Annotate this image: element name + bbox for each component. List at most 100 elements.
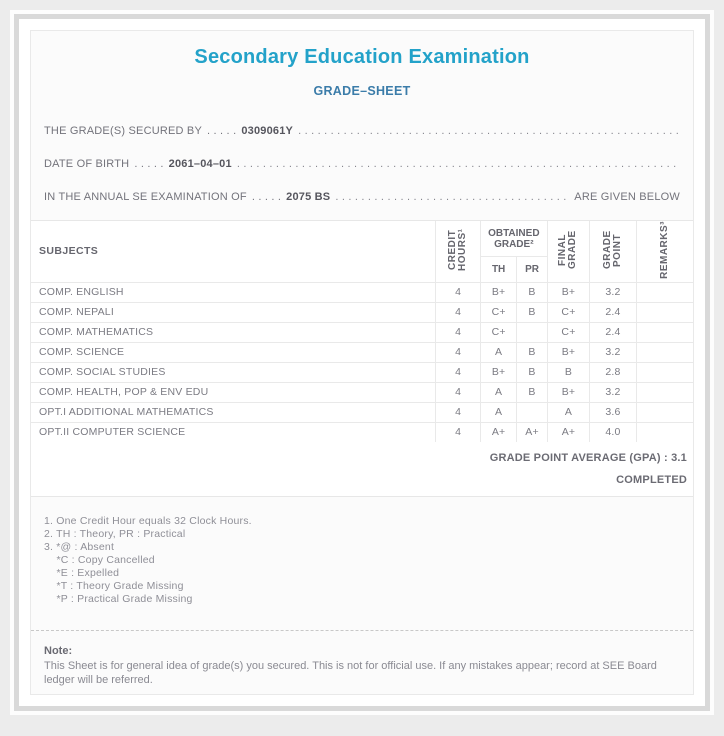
table-row: COMP. SCIENCE 4 A B B+ 3.2 [31, 341, 693, 363]
dot-leader-fill: . . . . . . . . . . . . . . . . . . . . … [298, 125, 680, 137]
credit-hours-cell: 4 [435, 361, 481, 383]
window-frame: Secondary Education Examination GRADE–SH… [10, 10, 714, 715]
final-grade-cell: A+ [546, 421, 591, 443]
final-grade-cell: C+ [546, 321, 591, 343]
final-grade-cell: A [546, 401, 591, 423]
column-header-subjects: SUBJECTS [31, 220, 437, 283]
practical-grade-cell: B [516, 381, 548, 403]
dot-leader-fill: . . . . . . . . . . . . . . . . . . . . … [236, 158, 680, 170]
column-header-theory: TH [479, 255, 518, 283]
column-header-obtained-grade: OBTAINED GRADE² [479, 220, 548, 257]
remarks-cell [635, 421, 693, 443]
dashed-divider [31, 629, 693, 631]
subject-cell: COMP. SOCIAL STUDIES [31, 361, 437, 383]
theory-grade-cell: A+ [479, 421, 518, 443]
dot-leader: . . . . . [251, 191, 282, 203]
info-line-date-of-birth: DATE OF BIRTH . . . . . 2061–04–01 . . .… [44, 158, 680, 171]
column-header-credit-hours: CREDIT HOURS¹ [435, 220, 481, 283]
table-row: COMP. NEPALI 4 C+ B C+ 2.4 [31, 301, 693, 323]
grade-point-cell: 4.0 [589, 421, 637, 443]
practical-grade-cell [516, 321, 548, 343]
practical-grade-cell: A+ [516, 421, 548, 443]
theory-grade-cell: A [479, 381, 518, 403]
info-right-label: ARE GIVEN BELOW [574, 191, 680, 203]
grade-point-cell: 2.4 [589, 321, 637, 343]
subject-cell: OPT.I ADDITIONAL MATHEMATICS [31, 401, 437, 423]
practical-grade-cell: B [516, 301, 548, 323]
info-section: THE GRADE(S) SECURED BY . . . . . 030906… [44, 125, 680, 204]
remarks-cell [635, 381, 693, 403]
credit-hours-cell: 4 [435, 401, 481, 423]
remarks-cell [635, 281, 693, 303]
grade-sheet: Secondary Education Examination GRADE–SH… [30, 30, 694, 695]
dot-leader: . . . . . [134, 158, 164, 170]
subject-cell: COMP. HEALTH, POP & ENV EDU [31, 381, 437, 403]
practical-grade-cell [516, 401, 548, 423]
theory-grade-cell: B+ [479, 361, 518, 383]
table-row: OPT.II COMPUTER SCIENCE 4 A+ A+ A+ 4.0 [31, 421, 693, 443]
table-row: COMP. HEALTH, POP & ENV EDU 4 A B B+ 3.2 [31, 381, 693, 403]
page-subtitle: GRADE–SHEET [313, 84, 411, 98]
theory-grade-cell: C+ [479, 321, 518, 343]
column-header-final-grade: FINAL GRADE [546, 220, 591, 283]
window-frame-border: Secondary Education Examination GRADE–SH… [14, 14, 710, 711]
page-title: Secondary Education Examination [194, 46, 530, 68]
credit-hours-cell: 4 [435, 321, 481, 343]
subject-cell: COMP. MATHEMATICS [31, 321, 437, 343]
theory-grade-cell: A [479, 401, 518, 423]
table-row: COMP. ENGLISH 4 B+ B B+ 3.2 [31, 281, 693, 303]
column-header-practical: PR [516, 255, 548, 283]
final-grade-cell: C+ [546, 301, 591, 323]
credit-hours-cell: 4 [435, 301, 481, 323]
grade-point-cell: 2.4 [589, 301, 637, 323]
info-label: IN THE ANNUAL SE EXAMINATION OF [44, 191, 247, 203]
table-row: OPT.I ADDITIONAL MATHEMATICS 4 A A 3.6 [31, 401, 693, 423]
page-background: Secondary Education Examination GRADE–SH… [19, 19, 705, 706]
subject-cell: COMP. ENGLISH [31, 281, 437, 303]
practical-grade-cell: B [516, 361, 548, 383]
practical-grade-cell: B [516, 281, 548, 303]
final-grade-cell: B+ [546, 381, 591, 403]
note-body: This Sheet is for general idea of grade(… [44, 659, 657, 686]
credit-hours-cell: 4 [435, 341, 481, 363]
date-of-birth-value: 2061–04–01 [168, 158, 232, 170]
info-label: THE GRADE(S) SECURED BY [44, 125, 203, 137]
remarks-cell [635, 401, 693, 423]
grade-point-cell: 3.2 [589, 281, 637, 303]
subject-cell: OPT.II COMPUTER SCIENCE [31, 421, 437, 443]
exam-year-value: 2075 BS [286, 191, 331, 203]
remarks-cell [635, 361, 693, 383]
practical-grade-cell: B [516, 341, 548, 363]
grade-point-cell: 3.2 [589, 341, 637, 363]
note-section: Note: This Sheet is for general idea of … [44, 644, 680, 687]
subject-cell: COMP. NEPALI [31, 301, 437, 323]
remarks-cell [635, 301, 693, 323]
symbol-number-value: 0309061Y [241, 125, 294, 137]
theory-grade-cell: C+ [479, 301, 518, 323]
final-grade-cell: B [546, 361, 591, 383]
grades-table: SUBJECTS CREDIT HOURS¹ OBTAINED GRADE² F… [31, 220, 693, 443]
remarks-cell [635, 341, 693, 363]
subject-cell: COMP. SCIENCE [31, 341, 437, 363]
grade-point-cell: 3.2 [589, 381, 637, 403]
final-grade-cell: B+ [546, 341, 591, 363]
credit-hours-cell: 4 [435, 381, 481, 403]
theory-grade-cell: A [479, 341, 518, 363]
column-header-remarks: REMARKS³ [635, 220, 693, 283]
grade-point-cell: 3.6 [589, 401, 637, 423]
info-line-secured-by: THE GRADE(S) SECURED BY . . . . . 030906… [44, 125, 680, 138]
info-label: DATE OF BIRTH [44, 158, 130, 170]
credit-hours-cell: 4 [435, 421, 481, 443]
remarks-cell [635, 321, 693, 343]
grade-point-cell: 2.8 [589, 361, 637, 383]
table-row: COMP. SOCIAL STUDIES 4 B+ B B 2.8 [31, 361, 693, 383]
credit-hours-cell: 4 [435, 281, 481, 303]
table-row: COMP. MATHEMATICS 4 C+ C+ 2.4 [31, 321, 693, 343]
info-line-examination-year: IN THE ANNUAL SE EXAMINATION OF . . . . … [44, 191, 680, 204]
grades-table-section: SUBJECTS CREDIT HOURS¹ OBTAINED GRADE² F… [31, 220, 693, 497]
footnotes: 1. One Credit Hour equals 32 Clock Hours… [44, 514, 252, 605]
dot-leader: . . . . . [207, 125, 237, 137]
column-header-grade-point: GRADE POINT [589, 220, 637, 283]
theory-grade-cell: B+ [479, 281, 518, 303]
gpa-value: GRADE POINT AVERAGE (GPA) : 3.1 [489, 451, 687, 464]
